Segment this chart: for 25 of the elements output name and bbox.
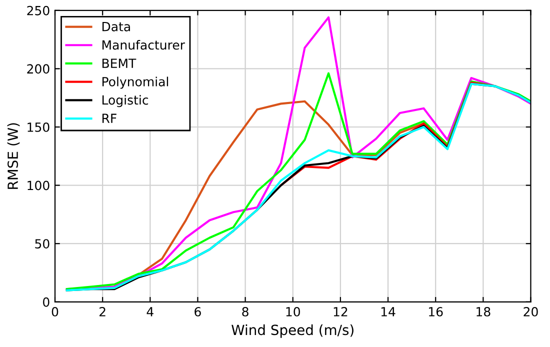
y-tick-label: 100 (28, 180, 50, 190)
y-tick-label: 250 (27, 6, 50, 16)
legend-label: Data (102, 22, 130, 32)
x-tick-label: 20 (524, 306, 538, 316)
x-tick-label: 2 (100, 306, 106, 316)
x-tick-label: 18 (476, 306, 490, 316)
x-tick-label: 10 (286, 306, 300, 316)
y-tick-label: 200 (27, 64, 50, 74)
legend-label: BEMT (102, 58, 136, 68)
legend-label: RF (102, 114, 116, 123)
x-tick-label: 8 (242, 306, 248, 316)
y-axis-title: RMSE (W) (7, 123, 20, 189)
x-tick-label: 4 (146, 307, 154, 316)
y-tick-label: 0 (43, 297, 50, 307)
y-tick-label: 50 (35, 239, 50, 249)
legend-label: Polynomial (102, 76, 168, 89)
x-tick-label: 16 (429, 306, 443, 316)
x-tick-label: 0 (52, 306, 58, 316)
legend-label: Logistic (102, 95, 148, 108)
y-tick-label: 150 (28, 122, 50, 132)
x-tick-label: 6 (194, 306, 201, 316)
legend-label: Manufacturer (102, 40, 185, 50)
x-tick-label: 14 (381, 307, 396, 316)
x-axis-title: Wind Speed (m/s) (232, 324, 354, 338)
x-tick-label: 12 (334, 306, 348, 316)
